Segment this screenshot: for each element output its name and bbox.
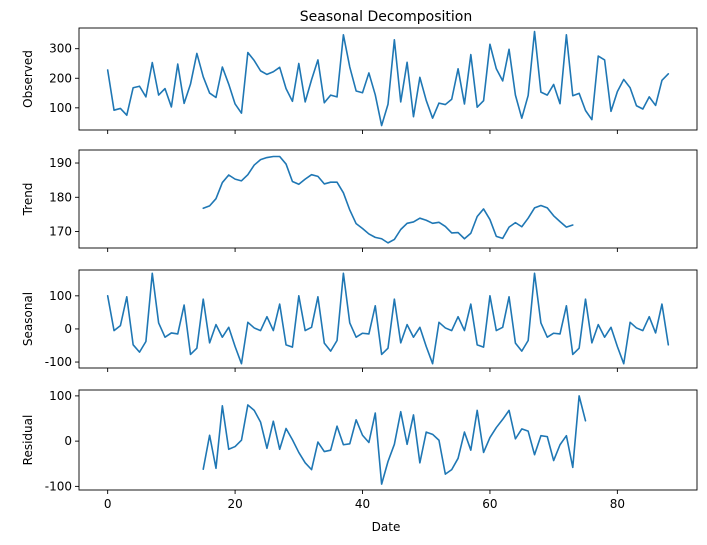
observed-y-tick-label: 300 — [49, 42, 72, 56]
x-tick-label: 20 — [227, 497, 242, 511]
residual-axes-frame — [78, 389, 698, 491]
seasonal-y-tick-label: -100 — [45, 355, 72, 369]
seasonal-series-line — [106, 272, 670, 365]
residual-y-axis-title: Residual — [21, 415, 35, 466]
chart-title: Seasonal Decomposition — [300, 9, 472, 25]
residual-y-tick-label: -100 — [45, 479, 72, 493]
observed-y-axis-title: Observed — [21, 50, 35, 108]
x-tick-label: 40 — [355, 497, 370, 511]
trend-series-line — [202, 155, 574, 244]
observed-axes-frame — [78, 27, 698, 131]
seasonal-panel: -100 0 100 Seasonal — [21, 269, 698, 372]
trend-y-tick-label: 180 — [49, 190, 72, 204]
trend-panel: 170 180 190 Trend — [21, 149, 698, 252]
trend-axes-frame — [78, 149, 698, 249]
observed-y-tick-label: 200 — [49, 71, 72, 85]
residual-series-line — [202, 395, 587, 485]
observed-y-tick-label: 100 — [49, 101, 72, 115]
x-tick-label: 60 — [482, 497, 497, 511]
observed-series-line — [106, 30, 670, 127]
observed-panel: 100 200 300 Observed — [21, 27, 698, 134]
panels: 100200300Observed170180190Trend-1000100S… — [21, 27, 698, 511]
x-tick-label: 0 — [104, 497, 112, 511]
residual-y-tick-label: 100 — [49, 389, 72, 403]
trend-y-tick-label: 190 — [49, 156, 72, 170]
trend-y-axis-title: Trend — [21, 183, 35, 217]
x-tick-label: 80 — [610, 497, 625, 511]
seasonal-y-axis-title: Seasonal — [21, 292, 35, 346]
seasonal-axes-frame — [78, 269, 698, 369]
x-axis-title: Date — [372, 520, 401, 534]
seasonal-y-tick-label: 100 — [49, 289, 72, 303]
trend-y-tick-label: 170 — [49, 225, 72, 239]
seasonal-y-tick-label: 0 — [64, 322, 72, 336]
residual-y-tick-label: 0 — [64, 434, 72, 448]
residual-panel: -100 0 100 0 20 40 60 80 Residual — [21, 389, 698, 511]
